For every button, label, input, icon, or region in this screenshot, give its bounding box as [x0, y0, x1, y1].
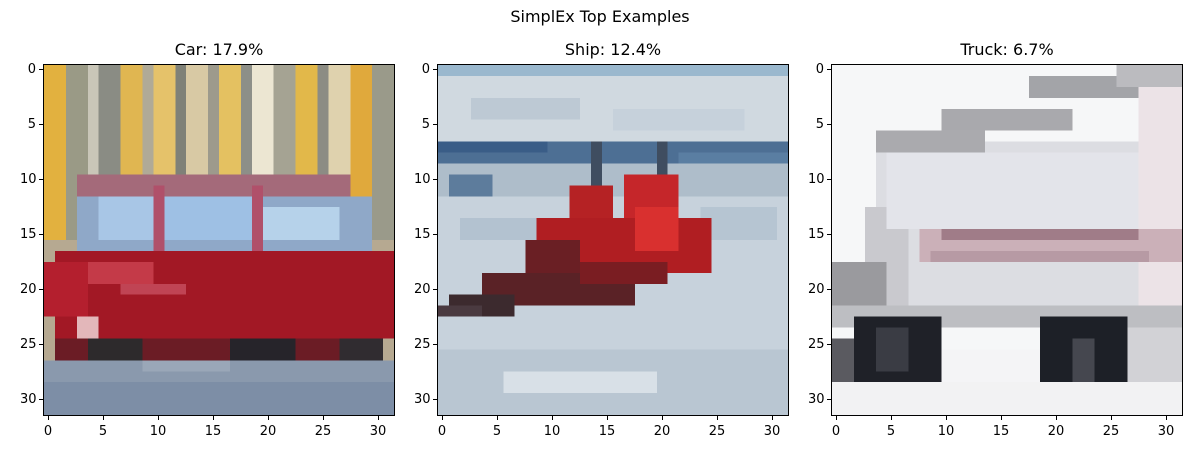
- x-tick-0: [48, 416, 49, 420]
- y-tick-15: [39, 234, 43, 235]
- y-tick-label: 15: [808, 227, 825, 242]
- y-tick-label: 5: [421, 117, 430, 132]
- y-tick-0: [433, 69, 437, 70]
- panel-truck: Truck: 6.7%: [788, 0, 1188, 450]
- y-tick-label: 5: [815, 117, 824, 132]
- y-tick-0: [827, 69, 831, 70]
- x-tick-15: [1001, 416, 1002, 420]
- y-tick-label: 20: [808, 282, 825, 297]
- x-tick-10: [552, 416, 553, 420]
- x-tick-label: 10: [937, 424, 955, 439]
- x-tick-20: [1056, 416, 1057, 420]
- car-image: [43, 64, 395, 416]
- x-tick-label: 25: [1102, 424, 1120, 439]
- panel-car: Car: 17.9%: [0, 0, 400, 450]
- x-tick-5: [103, 416, 104, 420]
- y-tick-label: 0: [815, 62, 824, 77]
- y-tick-10: [827, 179, 831, 180]
- x-tick-label: 30: [1157, 424, 1175, 439]
- y-tick-label: 10: [20, 172, 37, 187]
- y-tick-label: 25: [20, 337, 37, 352]
- x-tick-5: [891, 416, 892, 420]
- y-tick-label: 30: [414, 392, 431, 407]
- y-tick-20: [39, 289, 43, 290]
- y-tick-5: [433, 124, 437, 125]
- x-tick-15: [607, 416, 608, 420]
- x-tick-label: 0: [437, 424, 447, 439]
- y-tick-label: 30: [20, 392, 37, 407]
- y-tick-label: 20: [20, 282, 37, 297]
- x-tick-label: 25: [314, 424, 332, 439]
- x-tick-20: [268, 416, 269, 420]
- x-tick-label: 5: [886, 424, 896, 439]
- y-tick-25: [433, 344, 437, 345]
- y-tick-10: [39, 179, 43, 180]
- panel-title: Truck: 6.7%: [960, 40, 1054, 59]
- x-tick-25: [323, 416, 324, 420]
- y-tick-5: [827, 124, 831, 125]
- x-tick-0: [442, 416, 443, 420]
- x-tick-label: 10: [149, 424, 167, 439]
- x-tick-label: 0: [831, 424, 841, 439]
- y-tick-label: 30: [808, 392, 825, 407]
- x-tick-label: 30: [763, 424, 781, 439]
- x-tick-label: 20: [259, 424, 277, 439]
- y-tick-15: [827, 234, 831, 235]
- y-tick-label: 10: [414, 172, 431, 187]
- x-tick-15: [213, 416, 214, 420]
- y-tick-0: [39, 69, 43, 70]
- x-tick-label: 5: [492, 424, 502, 439]
- y-tick-label: 15: [20, 227, 37, 242]
- y-tick-20: [433, 289, 437, 290]
- x-tick-30: [1166, 416, 1167, 420]
- y-tick-label: 5: [27, 117, 36, 132]
- x-tick-label: 15: [204, 424, 222, 439]
- x-tick-label: 15: [598, 424, 616, 439]
- y-tick-label: 25: [808, 337, 825, 352]
- y-tick-label: 15: [414, 227, 431, 242]
- y-tick-label: 25: [414, 337, 431, 352]
- x-tick-10: [158, 416, 159, 420]
- x-tick-5: [497, 416, 498, 420]
- x-tick-label: 20: [653, 424, 671, 439]
- y-tick-15: [433, 234, 437, 235]
- y-tick-30: [433, 399, 437, 400]
- truck-image: [831, 64, 1183, 416]
- y-tick-20: [827, 289, 831, 290]
- figure-title: SimplEx Top Examples: [510, 7, 690, 26]
- x-tick-25: [717, 416, 718, 420]
- y-tick-label: 20: [414, 282, 431, 297]
- x-tick-0: [836, 416, 837, 420]
- y-tick-label: 10: [808, 172, 825, 187]
- x-tick-25: [1111, 416, 1112, 420]
- x-tick-20: [662, 416, 663, 420]
- x-tick-30: [378, 416, 379, 420]
- panel-ship: Ship: 12.4%: [394, 0, 794, 450]
- y-tick-5: [39, 124, 43, 125]
- y-tick-30: [39, 399, 43, 400]
- x-tick-label: 25: [708, 424, 726, 439]
- x-tick-10: [946, 416, 947, 420]
- y-tick-25: [39, 344, 43, 345]
- y-tick-10: [433, 179, 437, 180]
- x-tick-label: 5: [98, 424, 108, 439]
- x-tick-label: 30: [369, 424, 387, 439]
- x-tick-label: 15: [992, 424, 1010, 439]
- y-tick-25: [827, 344, 831, 345]
- ship-image: [437, 64, 789, 416]
- y-tick-30: [827, 399, 831, 400]
- panel-title: Ship: 12.4%: [564, 40, 662, 59]
- x-tick-label: 20: [1047, 424, 1065, 439]
- panel-title: Car: 17.9%: [174, 40, 264, 59]
- y-tick-label: 0: [421, 62, 430, 77]
- x-tick-30: [772, 416, 773, 420]
- x-tick-label: 0: [43, 424, 53, 439]
- y-tick-label: 0: [27, 62, 36, 77]
- x-tick-label: 10: [543, 424, 561, 439]
